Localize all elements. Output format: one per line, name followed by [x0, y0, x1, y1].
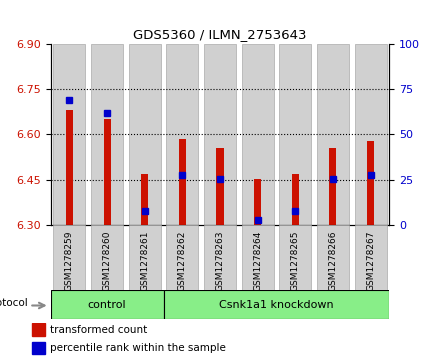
Bar [279, 225, 311, 290]
Bar [317, 225, 349, 290]
Bar [141, 174, 148, 225]
Text: Csnk1a1 knockdown: Csnk1a1 knockdown [219, 300, 334, 310]
Bar [32, 323, 45, 336]
Bar [279, 44, 311, 225]
Bar [204, 44, 236, 225]
Bar [355, 225, 387, 290]
Bar [53, 225, 85, 290]
Bar [91, 225, 123, 290]
Text: GSM1278261: GSM1278261 [140, 230, 149, 291]
Text: control: control [88, 300, 126, 310]
Bar [330, 148, 337, 225]
Text: protocol: protocol [0, 298, 28, 309]
Bar [129, 44, 161, 225]
Bar [216, 148, 224, 225]
Bar [242, 44, 274, 225]
Bar [166, 225, 198, 290]
Text: GSM1278266: GSM1278266 [328, 230, 337, 291]
Bar [91, 44, 123, 225]
Bar [179, 139, 186, 225]
Text: GSM1278260: GSM1278260 [103, 230, 112, 291]
Text: GSM1278262: GSM1278262 [178, 230, 187, 291]
Bar [242, 225, 274, 290]
Bar [51, 290, 164, 319]
Bar [32, 342, 45, 354]
Bar [166, 44, 198, 225]
Bar [66, 110, 73, 225]
Bar [292, 174, 299, 225]
Bar [53, 44, 85, 225]
Bar [103, 119, 110, 225]
Bar [129, 225, 161, 290]
Bar [355, 44, 387, 225]
Title: GDS5360 / ILMN_2753643: GDS5360 / ILMN_2753643 [133, 28, 307, 41]
Text: GSM1278264: GSM1278264 [253, 230, 262, 291]
Bar [204, 225, 236, 290]
Bar [367, 141, 374, 225]
Text: percentile rank within the sample: percentile rank within the sample [50, 343, 226, 353]
Text: GSM1278259: GSM1278259 [65, 230, 74, 291]
Bar [164, 290, 389, 319]
Bar [254, 179, 261, 225]
Bar [317, 44, 349, 225]
Text: GSM1278263: GSM1278263 [216, 230, 224, 291]
Text: transformed count: transformed count [50, 325, 147, 335]
Text: GSM1278265: GSM1278265 [291, 230, 300, 291]
Text: GSM1278267: GSM1278267 [366, 230, 375, 291]
